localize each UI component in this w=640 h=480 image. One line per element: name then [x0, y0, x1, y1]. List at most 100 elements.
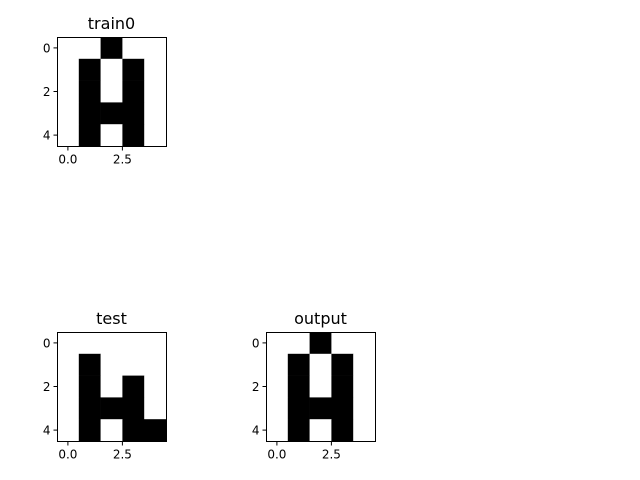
heatmap-cell: [287, 397, 310, 420]
panel-train0: train0 0.0 2.5 0 2 4: [43, 14, 167, 167]
panel-output: output 0.0 2.5 0 2 4: [252, 309, 376, 462]
heatmap-cell: [57, 80, 80, 103]
heatmap-cell: [100, 37, 123, 60]
y-tick-label: 4: [43, 129, 51, 143]
heatmap-cell: [57, 332, 80, 355]
heatmap-cell: [331, 419, 354, 442]
heatmap-cell: [353, 397, 376, 420]
heatmap-cell: [266, 375, 289, 398]
x-tick-label: 0.0: [58, 448, 77, 462]
axes-frame: [57, 37, 167, 147]
y-tick-label: 0: [43, 336, 51, 350]
heatmap-cell: [78, 80, 101, 103]
heatmap-cell: [122, 102, 145, 125]
panel-test: test 0.0 2.5 0 2 4: [43, 309, 167, 462]
x-axis-ticks: 0.0 2.5: [267, 441, 341, 462]
heatmap-cell: [331, 353, 354, 376]
heatmap-cell: [287, 419, 310, 442]
x-tick-label: 2.5: [113, 153, 132, 167]
heatmap-cell: [353, 332, 376, 355]
heatmap-cell: [287, 375, 310, 398]
heatmap-cell: [57, 397, 80, 420]
heatmap-cell: [100, 58, 123, 81]
x-tick-label: 2.5: [113, 448, 132, 462]
y-tick-label: 2: [43, 380, 51, 394]
heatmap-cell: [266, 353, 289, 376]
heatmap-cell: [57, 58, 80, 81]
x-tick-label: 0.0: [58, 153, 77, 167]
heatmap-cell: [78, 58, 101, 81]
heatmap-cell: [122, 80, 145, 103]
x-tick-label: 2.5: [322, 448, 341, 462]
x-axis-ticks: 0.0 2.5: [58, 146, 132, 167]
heatmap-cell: [78, 332, 101, 355]
heatmap-cell: [331, 397, 354, 420]
heatmap-cell: [100, 124, 123, 147]
heatmap-cell: [78, 37, 101, 60]
heatmap-cell: [144, 124, 167, 147]
panel-title: output: [294, 309, 347, 328]
heatmap-cell: [353, 419, 376, 442]
heatmap-cell: [122, 58, 145, 81]
heatmap-cell: [57, 102, 80, 125]
heatmap-cell: [57, 353, 80, 376]
heatmap-cell: [122, 397, 145, 420]
y-axis-ticks: 0 2 4: [43, 41, 58, 143]
heatmap-cell: [78, 353, 101, 376]
heatmap-cell: [266, 419, 289, 442]
x-axis-ticks: 0.0 2.5: [58, 441, 132, 462]
y-tick-label: 2: [252, 380, 260, 394]
heatmap-cell: [122, 375, 145, 398]
heatmap-cells: [266, 332, 376, 442]
heatmap-cell: [100, 332, 123, 355]
y-axis-ticks: 0 2 4: [43, 336, 58, 438]
heatmap-cell: [100, 375, 123, 398]
heatmap-cell: [144, 397, 167, 420]
heatmap-cell: [287, 353, 310, 376]
y-tick-label: 4: [43, 424, 51, 438]
heatmap-cell: [144, 375, 167, 398]
y-tick-label: 2: [43, 85, 51, 99]
y-tick-label: 0: [252, 336, 260, 350]
heatmap-cell: [266, 397, 289, 420]
heatmap-cell: [100, 80, 123, 103]
y-tick-label: 4: [252, 424, 260, 438]
heatmap-cell: [144, 102, 167, 125]
heatmap-cell: [78, 397, 101, 420]
heatmap-cell: [78, 419, 101, 442]
heatmap-cell: [57, 37, 80, 60]
heatmap-cell: [353, 353, 376, 376]
heatmap-cells: [57, 332, 167, 442]
heatmap-cell: [57, 124, 80, 147]
heatmap-cell: [122, 353, 145, 376]
heatmap-cell: [309, 332, 332, 355]
heatmap-cell: [78, 375, 101, 398]
heatmap-cell: [309, 375, 332, 398]
heatmap-cell: [100, 419, 123, 442]
heatmap-cell: [78, 102, 101, 125]
heatmap-cell: [57, 419, 80, 442]
heatmap-cell: [309, 419, 332, 442]
heatmap-cell: [100, 102, 123, 125]
heatmap-cell: [100, 353, 123, 376]
y-axis-ticks: 0 2 4: [252, 336, 267, 438]
heatmap-cell: [122, 124, 145, 147]
heatmap-cell: [144, 353, 167, 376]
panel-title: train0: [88, 14, 135, 33]
heatmap-cell: [144, 419, 167, 442]
heatmap-cell: [144, 80, 167, 103]
heatmap-cell: [122, 332, 145, 355]
axes-frame: [266, 332, 376, 442]
heatmap-cell: [122, 37, 145, 60]
heatmap-cell: [144, 58, 167, 81]
heatmap-cell: [287, 332, 310, 355]
x-tick-label: 0.0: [267, 448, 286, 462]
heatmap-cell: [78, 124, 101, 147]
panel-title: test: [96, 309, 127, 328]
heatmap-cell: [100, 397, 123, 420]
heatmap-cell: [331, 332, 354, 355]
heatmap-cells: [57, 37, 167, 147]
heatmap-cell: [331, 375, 354, 398]
axes-frame: [57, 332, 167, 442]
